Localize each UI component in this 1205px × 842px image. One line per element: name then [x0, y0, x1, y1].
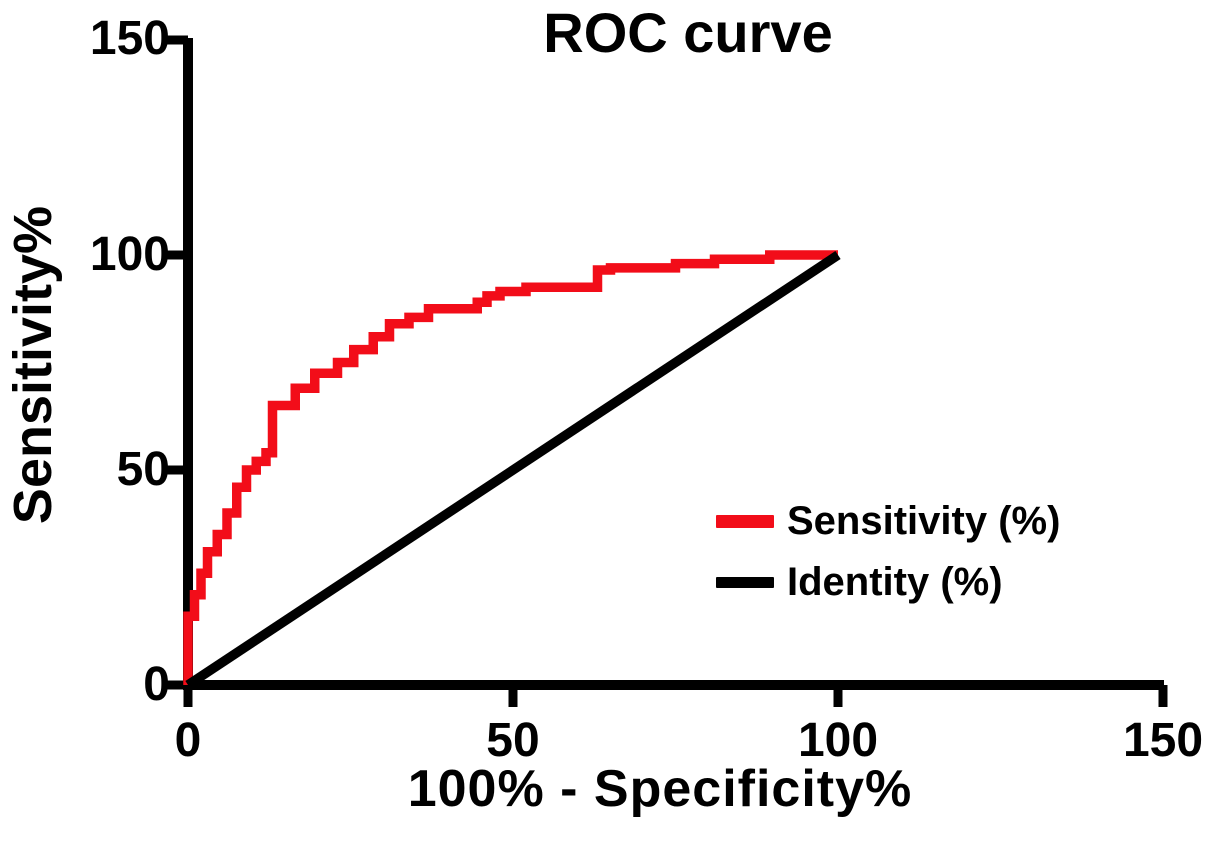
legend-item-identity: Identity (%) — [716, 558, 1003, 606]
y-tick-label-0: 0 — [143, 658, 170, 711]
series-line-sensitivity — [183, 250, 838, 685]
y-tick-label-100: 100 — [89, 228, 170, 281]
legend-label-sensitivity: Sensitivity (%) — [787, 499, 1061, 543]
legend-label-identity: Identity (%) — [787, 560, 1003, 604]
y-axis-label: Sensitivity% — [3, 205, 63, 525]
x-axis-label: 100% - Specificity% — [407, 760, 913, 818]
sensitivity-line-swatch — [716, 514, 774, 528]
x-tick-label-150: 150 — [1122, 714, 1204, 767]
x-tick-label-100: 100 — [797, 714, 879, 767]
x-tick-label-50: 50 — [486, 714, 540, 767]
x-tick-label-0: 0 — [174, 714, 202, 767]
legend-item-sensitivity: Sensitivity (%) — [716, 497, 1060, 545]
series-line-identity — [185, 251, 841, 689]
identity-line-swatch — [716, 576, 774, 588]
chart-title: ROC curve — [543, 1, 833, 64]
y-tick-label-50: 50 — [116, 443, 170, 496]
y-tick-label-150: 150 — [89, 12, 170, 65]
